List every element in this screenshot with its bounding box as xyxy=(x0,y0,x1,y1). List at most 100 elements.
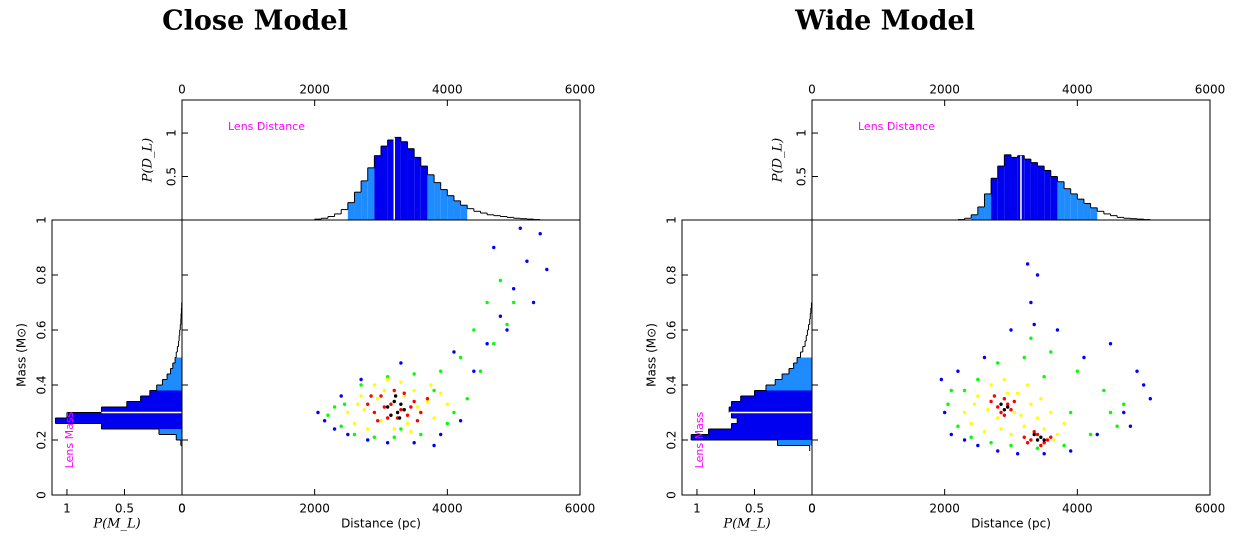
sample-point xyxy=(342,402,347,406)
sample-point xyxy=(385,441,390,445)
sample-point xyxy=(419,432,423,437)
distance-bin xyxy=(1090,207,1098,220)
mass-bin xyxy=(176,434,182,440)
axes-frame xyxy=(811,99,1211,221)
mass-bin xyxy=(807,330,812,336)
panel-title: Close Model xyxy=(162,6,348,37)
sample-point xyxy=(492,245,496,250)
sample-point xyxy=(412,399,416,404)
sample-point xyxy=(366,402,370,406)
sample-point xyxy=(402,391,406,395)
mass-bin xyxy=(809,325,812,331)
y-axis-label: Mass (M⊙) xyxy=(645,323,659,387)
distance-bin xyxy=(374,155,381,220)
mass-bin xyxy=(740,396,812,402)
sample-point xyxy=(1082,355,1086,360)
sample-point xyxy=(458,419,463,423)
sample-point xyxy=(1002,397,1007,401)
sample-point xyxy=(458,355,463,360)
mass-bin xyxy=(162,379,182,385)
sample-point xyxy=(1049,435,1053,439)
y-tick-label: 1 xyxy=(35,216,49,224)
sample-point xyxy=(359,394,363,398)
distance-bin xyxy=(460,205,468,220)
x-tick-label: 2000 xyxy=(299,502,330,516)
sample-point xyxy=(525,259,529,263)
sample-point xyxy=(356,402,360,406)
mass-bin xyxy=(179,341,182,347)
sample-point xyxy=(1012,410,1017,415)
mass-bin xyxy=(149,390,182,396)
sample-point xyxy=(366,438,370,442)
axes-frame xyxy=(811,219,1211,496)
mass-bin xyxy=(806,336,812,342)
mass-annotation: Lens Mass xyxy=(63,411,76,468)
distance-bin xyxy=(500,217,507,220)
sample-point xyxy=(1035,446,1040,450)
distance-bin xyxy=(487,215,494,220)
mass-bin xyxy=(172,363,182,369)
sample-point xyxy=(339,424,343,428)
sample-point xyxy=(1049,410,1053,415)
sample-point xyxy=(412,372,416,376)
y-tick-label: 0.2 xyxy=(35,430,49,449)
sample-point xyxy=(332,405,337,409)
sample-point xyxy=(962,410,967,415)
sample-point xyxy=(326,413,330,417)
sample-point xyxy=(1009,443,1013,448)
sample-point xyxy=(1039,443,1043,448)
mass-bin xyxy=(156,385,182,391)
y-tick-label: 0 xyxy=(665,491,679,499)
sample-point xyxy=(1035,416,1040,420)
sample-point xyxy=(956,424,960,428)
sample-point xyxy=(1108,342,1113,346)
sample-point xyxy=(1042,438,1046,442)
pd-tick-label: 1 xyxy=(795,129,809,137)
mass-bin xyxy=(737,418,812,424)
sample-point xyxy=(989,383,993,387)
distance-bin xyxy=(991,178,998,220)
sample-point xyxy=(1019,413,1023,417)
distance-bin xyxy=(494,216,501,220)
sample-point xyxy=(956,369,960,373)
sample-point xyxy=(1029,402,1033,406)
axes-frame xyxy=(181,219,581,496)
sample-point xyxy=(393,394,398,398)
sample-point xyxy=(1015,391,1020,395)
sample-point xyxy=(538,232,542,236)
sample-point xyxy=(346,410,350,415)
sample-point xyxy=(372,383,377,387)
pd-tick-label: 1 xyxy=(165,129,179,137)
mass-bin xyxy=(170,368,182,374)
sample-point xyxy=(1009,328,1013,332)
pm-axis-label: P(M_L) xyxy=(722,517,770,532)
sample-point xyxy=(322,419,327,423)
sample-point xyxy=(1141,383,1146,387)
x-tick-label: 0 xyxy=(808,502,816,516)
y-tick-label: 0.8 xyxy=(665,265,679,284)
sample-point xyxy=(996,416,1000,420)
distance-bin xyxy=(335,214,342,220)
sample-point xyxy=(996,405,1000,409)
distance-bin xyxy=(1037,166,1045,220)
mass-bin xyxy=(691,434,812,440)
sample-point xyxy=(511,287,516,291)
sample-point xyxy=(949,432,953,437)
sample-point xyxy=(962,388,967,393)
sample-point xyxy=(375,397,380,401)
sample-point xyxy=(1128,424,1133,428)
distance-bin xyxy=(971,214,978,220)
sample-point xyxy=(412,388,416,393)
sample-point xyxy=(415,419,420,423)
distance-bin xyxy=(427,174,435,220)
pm-tick-label: 0.5 xyxy=(115,502,134,516)
sample-point xyxy=(1122,402,1126,406)
sample-point xyxy=(1148,397,1153,401)
sample-point xyxy=(382,405,387,409)
sample-point xyxy=(339,394,343,398)
sample-point xyxy=(425,397,430,401)
y-tick-label: 0 xyxy=(35,491,49,499)
pm-tick-label: 1 xyxy=(693,502,701,516)
sample-point xyxy=(1039,397,1043,401)
distance-bin xyxy=(414,157,421,220)
